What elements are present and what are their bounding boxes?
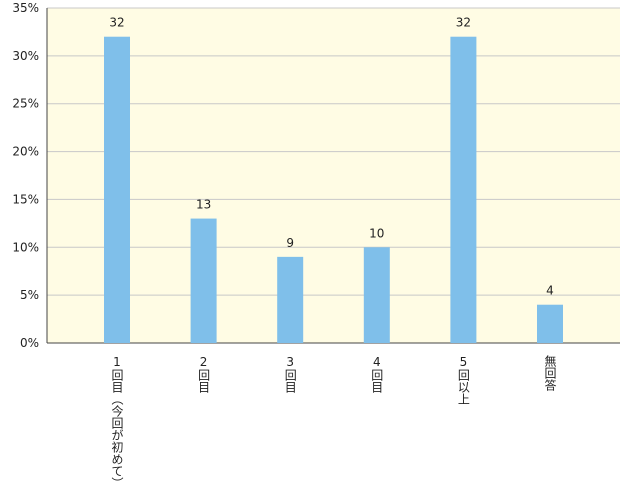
data-label: 13: [196, 198, 211, 212]
y-tick-label: 35%: [12, 1, 39, 15]
x-tick-label: 3回目: [283, 355, 297, 393]
y-tick-label: 25%: [12, 97, 39, 111]
bar: [190, 218, 217, 343]
y-tick-label: 10%: [12, 240, 39, 254]
bar: [450, 36, 477, 343]
y-tick-label: 15%: [12, 192, 39, 206]
data-label: 9: [286, 236, 294, 250]
x-tick-label: 無回答: [543, 354, 557, 392]
data-label: 10: [369, 226, 384, 240]
x-tick-label: 1回目（今回が初めて）: [110, 355, 124, 489]
x-tick-label: 5回以上: [456, 355, 470, 405]
bar: [537, 304, 563, 343]
bar: [104, 36, 130, 343]
x-tick-label: 4回目: [370, 355, 384, 393]
data-label: 32: [456, 16, 471, 30]
x-tick-label: 2回目: [197, 355, 211, 393]
data-label: 32: [109, 16, 124, 30]
bar: [363, 247, 390, 343]
y-tick-label: 5%: [20, 288, 39, 302]
plot-area: [47, 8, 620, 343]
y-tick-label: 20%: [12, 145, 39, 159]
bar: [277, 256, 304, 343]
data-label: 4: [546, 284, 554, 298]
y-tick-label: 30%: [12, 49, 39, 63]
y-tick-label: 0%: [20, 336, 39, 350]
